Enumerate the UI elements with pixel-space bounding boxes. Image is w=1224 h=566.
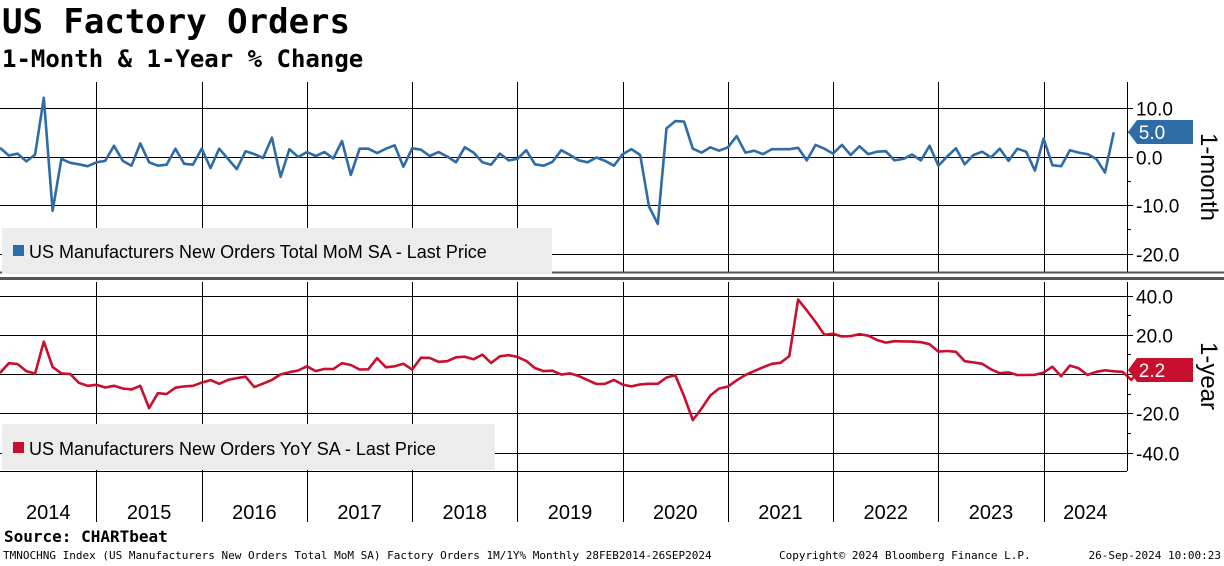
badge-mom-shape (1128, 120, 1193, 144)
x-tick-label: 2016 (232, 502, 277, 524)
x-tick-label: 2014 (26, 502, 71, 524)
legend-mom-swatch (13, 245, 24, 256)
chart-title: US Factory Orders (2, 2, 350, 42)
footer-ticker: TMNOCHNG Index (US Manufacturers New Ord… (3, 549, 712, 562)
legend-mom-label[interactable]: US Manufacturers New Orders Total MoM SA… (29, 242, 487, 262)
last-value-badge-yoy[interactable]: 2.2 (1128, 358, 1193, 382)
top-tick-label: -10.0 (1136, 197, 1179, 218)
footer-timestamp: 26-Sep-2024 10:00:23 (1088, 549, 1221, 562)
bottom-tick-label: 40.0 (1136, 288, 1173, 309)
top-tick-label: -20.0 (1136, 246, 1179, 267)
badge-yoy-value: 2.2 (1139, 361, 1165, 382)
x-axis-labels: 2014 2015 2016 2017 2018 2019 2020 2021 2022 2023… (26, 502, 1108, 524)
source-note: Source: CHARTbeat (4, 527, 168, 546)
last-value-badge-mom[interactable]: 5.0 (1128, 120, 1193, 144)
legend-yoy-background (2, 424, 495, 470)
x-tick-label: 2018 (443, 502, 488, 524)
x-tick-label: 2019 (548, 502, 593, 524)
x-tick-label: 2021 (758, 502, 803, 524)
yoy-series-points (0, 299, 1141, 421)
bottom-axis-title: 1-year (1195, 342, 1222, 410)
yoy-series-line[interactable] (0, 298, 1142, 422)
x-tick-label: 2023 (969, 502, 1014, 524)
x-tick-label: 2022 (864, 502, 909, 524)
legend-yoy-swatch (13, 442, 24, 453)
bottom-tick-label: 20.0 (1136, 327, 1173, 348)
x-tick-label: 2020 (653, 502, 698, 524)
top-tick-label: 10.0 (1136, 100, 1173, 121)
x-tick-label: 2017 (337, 502, 382, 524)
bottom-tick-label: -40.0 (1136, 445, 1179, 466)
badge-mom-value: 5.0 (1139, 123, 1165, 144)
x-tick-label: 2024 (1063, 502, 1108, 524)
footer-copyright: Copyright© 2024 Bloomberg Finance L.P. (779, 549, 1031, 562)
bottom-tick-label: -20.0 (1136, 405, 1179, 426)
mom-series-line[interactable] (0, 96, 1116, 226)
legend-yoy-label[interactable]: US Manufacturers New Orders YoY SA - Las… (29, 439, 436, 459)
series-layer (0, 96, 1142, 422)
top-tick-label: 0.0 (1136, 149, 1162, 170)
legend-mom-background (2, 228, 552, 274)
badge-yoy-shape (1128, 358, 1193, 382)
top-axis-title: 1-month (1195, 133, 1222, 221)
top-y-ticks: 10.0 0.0 -10.0 -20.0 (1127, 100, 1179, 267)
panel-divider-bg (0, 272, 1224, 280)
mom-series-points (0, 97, 1114, 224)
chart-subtitle: 1-Month & 1-Year % Change (2, 45, 364, 73)
x-tick-label: 2015 (127, 502, 172, 524)
